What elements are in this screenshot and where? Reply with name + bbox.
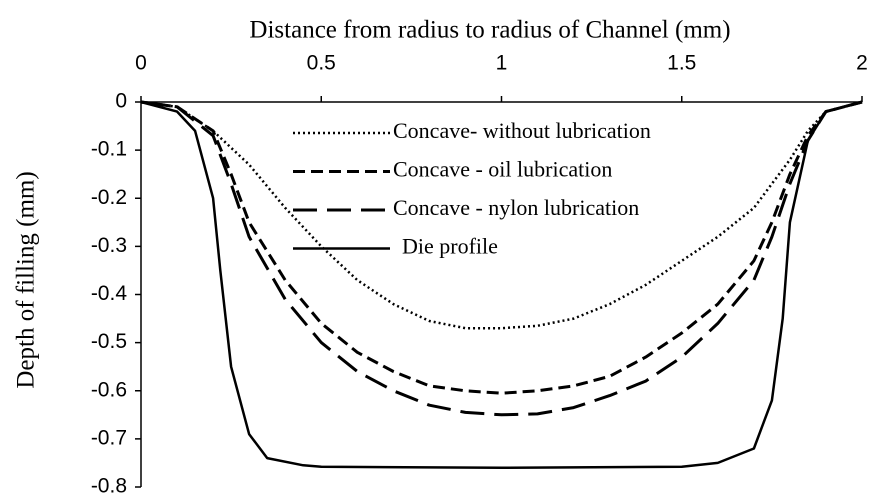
y-tick-label: -0.6 xyxy=(91,378,127,401)
y-axis-label: Depth of filling (mm) xyxy=(13,171,40,388)
legend-label: Concave- without lubrication xyxy=(393,118,651,143)
y-tick-label: -0.1 xyxy=(91,138,127,161)
y-tick-label: -0.7 xyxy=(91,426,127,449)
y-tick-label: -0.8 xyxy=(91,475,127,496)
y-tick-label: -0.5 xyxy=(91,330,127,353)
x-tick-label: 0.5 xyxy=(307,52,336,75)
x-tick-label: 1.5 xyxy=(667,52,696,75)
legend-label: Die profile xyxy=(402,234,498,259)
data-line xyxy=(140,100,863,395)
data-line xyxy=(140,100,863,470)
legend-label: Concave - nylon lubrication xyxy=(393,195,639,220)
chart-title: Distance from radius to radius of Channe… xyxy=(249,17,730,44)
y-tick-label: -0.4 xyxy=(91,282,128,305)
x-tick-label: 0 xyxy=(135,52,147,75)
x-tick-label: 1 xyxy=(496,52,508,75)
y-tick-label: 0 xyxy=(115,90,127,113)
y-tick-label: -0.3 xyxy=(91,234,127,257)
x-tick-label: 2 xyxy=(856,52,868,75)
legend-label: Concave - oil lubrication xyxy=(393,157,612,182)
data-line xyxy=(140,100,863,330)
data-line xyxy=(140,100,863,417)
y-tick-label: -0.2 xyxy=(91,186,127,209)
